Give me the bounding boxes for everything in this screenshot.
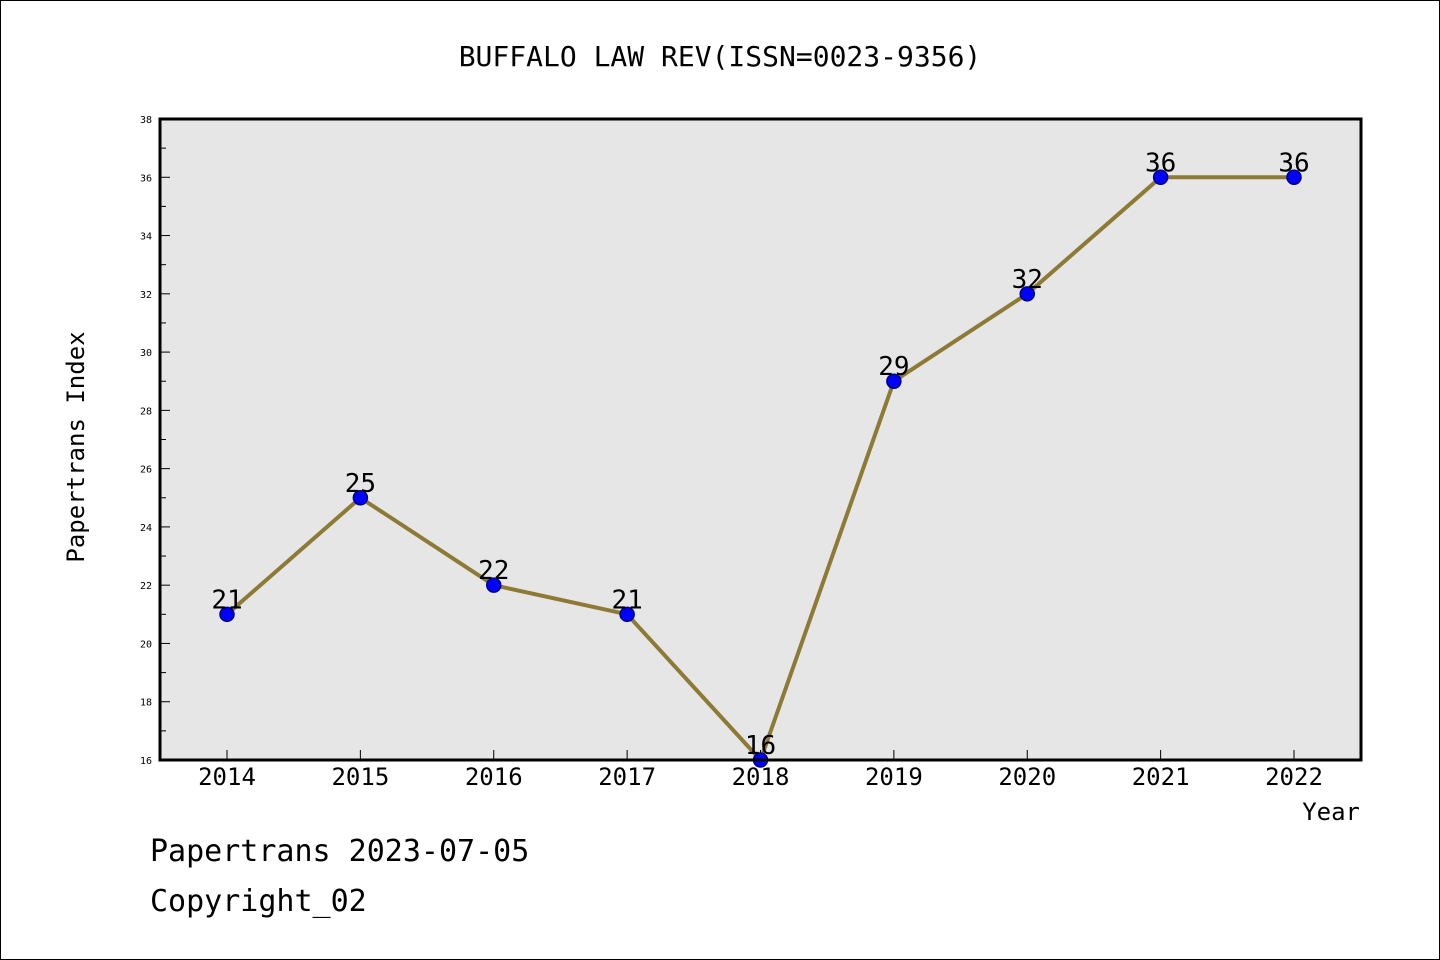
plot-area [160,119,1361,760]
data-labels: 21 25 22 21 16 29 32 36 36 [211,148,1309,761]
y-axis-label: Papertrans Index [62,331,90,562]
y-tick-label: 30 [140,348,152,359]
y-tick-label: 24 [140,523,152,534]
x-tick-label: 2016 [465,763,523,791]
data-label: 29 [878,352,909,382]
data-label: 36 [1145,148,1176,178]
x-tick-label: 2020 [998,763,1056,791]
y-tick-label: 28 [140,406,152,417]
y-tick-label: 16 [140,756,152,767]
x-tick-label: 2015 [331,763,389,791]
plot-border [158,117,1363,762]
data-point [886,373,902,389]
y-tick-label: 36 [140,173,152,184]
data-label: 36 [1278,148,1309,178]
data-point [1286,169,1302,186]
chart-title: BUFFALO LAW REV(ISSN=0023-9356) [459,40,982,73]
x-tick-label: 2019 [865,763,923,791]
y-tick-label: 22 [140,581,152,592]
data-point [352,490,369,506]
x-tick-label: 2014 [198,763,256,791]
data-point [219,606,235,623]
y-tick-label: 26 [140,465,152,476]
data-label: 22 [478,556,509,586]
data-point [1152,169,1169,186]
data-point [1019,286,1035,302]
data-label: 25 [345,469,376,499]
y-tick-label: 20 [140,639,152,650]
x-tick-label: 2021 [1132,763,1190,791]
y-axis: 16 18 20 22 24 26 28 30 32 34 36 38 [140,115,170,767]
data-label: 21 [211,585,242,615]
data-label: 21 [611,585,642,615]
data-point [486,577,502,593]
footer-date: Papertrans 2023-07-05 [150,834,530,869]
x-tick-label: 2022 [1265,763,1323,791]
x-axis-label: Year [1302,798,1360,826]
x-tick-label: 2017 [598,763,656,791]
y-tick-label: 32 [140,290,152,301]
y-tick-label: 18 [140,698,152,709]
y-tick-label: 38 [140,115,152,126]
data-label: 16 [745,731,776,761]
data-point [619,606,635,623]
footer-copyright: Copyright_02 [150,884,367,919]
y-tick-label: 34 [140,232,152,243]
data-label: 32 [1012,265,1043,295]
